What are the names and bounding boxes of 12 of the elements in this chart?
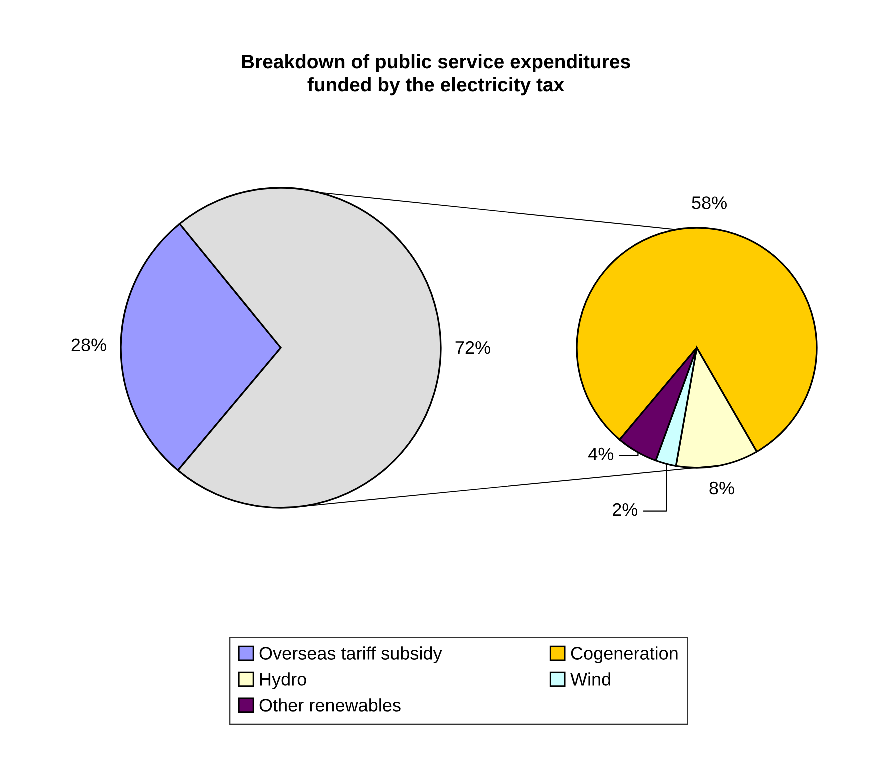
data-label: 2% [613, 503, 638, 516]
legend-label: Wind [570, 672, 610, 686]
legend-label: Overseas tariff subsidy [260, 646, 442, 664]
data-label: 72% [456, 341, 490, 354]
data-label: 28% [72, 338, 106, 352]
data-label: 4% [588, 448, 614, 461]
legend-label: Cogeneration [571, 646, 678, 664]
data-label: 8% [710, 482, 734, 495]
chart-title: Breakdown of public service expenditures funded by the electricity tax [242, 54, 630, 96]
legend-label: Hydro [260, 672, 306, 690]
data-label: 58% [692, 196, 727, 210]
legend-label: Other renewables [260, 698, 401, 712]
